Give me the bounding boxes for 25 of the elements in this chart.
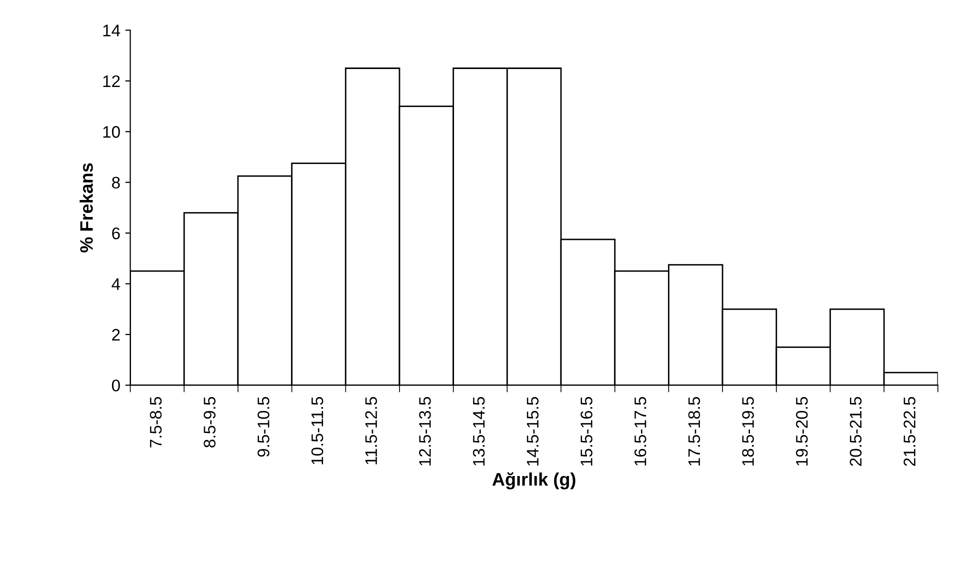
y-tick-label: 14 bbox=[103, 24, 120, 36]
x-tick-label: 14.5-15.5 bbox=[526, 397, 539, 466]
y-tick-label: 10 bbox=[103, 126, 120, 138]
x-tick-label: 19.5-20.5 bbox=[796, 397, 808, 466]
y-tick-label: 0 bbox=[112, 380, 120, 392]
x-tick-label: 12.5-13.5 bbox=[419, 397, 431, 466]
x-tick-label: 20.5-21.5 bbox=[850, 397, 862, 466]
x-tick-label: 13.5-14.5 bbox=[472, 397, 485, 466]
x-tick-label: 15.5-16.5 bbox=[580, 397, 592, 466]
x-tick-label: 7.5-8.5 bbox=[150, 397, 162, 448]
y-tick-label: 4 bbox=[112, 278, 120, 290]
y-tick-label: 12 bbox=[103, 75, 120, 87]
x-axis-title: Ağırlık (g) bbox=[492, 472, 576, 490]
y-tick-label: 6 bbox=[112, 227, 120, 240]
x-tick-label: 8.5-9.5 bbox=[204, 397, 216, 448]
x-tick-label: 9.5-10.5 bbox=[258, 397, 270, 457]
x-tick-label: 17.5-18.5 bbox=[688, 397, 700, 466]
x-tick-label: 18.5-19.5 bbox=[742, 397, 754, 466]
y-tick-label: 8 bbox=[112, 176, 120, 189]
x-tick-label: 21.5-22.5 bbox=[904, 397, 916, 466]
y-tick-label: 2 bbox=[112, 328, 120, 341]
y-axis-title: % Frekans bbox=[80, 163, 93, 252]
x-tick-label: 10.5-11.5 bbox=[311, 397, 324, 464]
x-tick-label: 16.5-17.5 bbox=[634, 397, 646, 466]
x-tick-label: 11.5-12.5 bbox=[365, 397, 378, 464]
